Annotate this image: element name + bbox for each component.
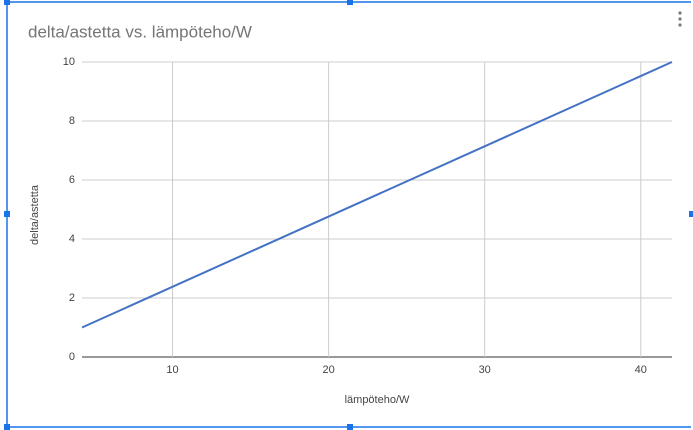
- y-tick-label: 10: [63, 56, 75, 68]
- y-tick-label: 2: [69, 292, 75, 304]
- x-tick-label: 10: [166, 364, 178, 376]
- data-line: [81, 61, 673, 329]
- x-tick-label: 40: [635, 364, 647, 376]
- x-tick-label: 30: [479, 364, 491, 376]
- x-axis-label: lämpöteho/W: [345, 394, 410, 406]
- y-tick-label: 8: [69, 115, 75, 127]
- y-tick-label: 4: [69, 233, 75, 245]
- y-tick-label: 6: [69, 174, 75, 186]
- resize-handles[interactable]: [4, 0, 693, 430]
- menu-button[interactable]: [678, 11, 682, 27]
- y-tick-label: 0: [69, 351, 75, 363]
- chart-title: delta/astetta vs. lämpöteho/W: [28, 22, 252, 41]
- y-axis-label: delta/astetta: [29, 184, 41, 245]
- x-tick-label: 20: [322, 364, 334, 376]
